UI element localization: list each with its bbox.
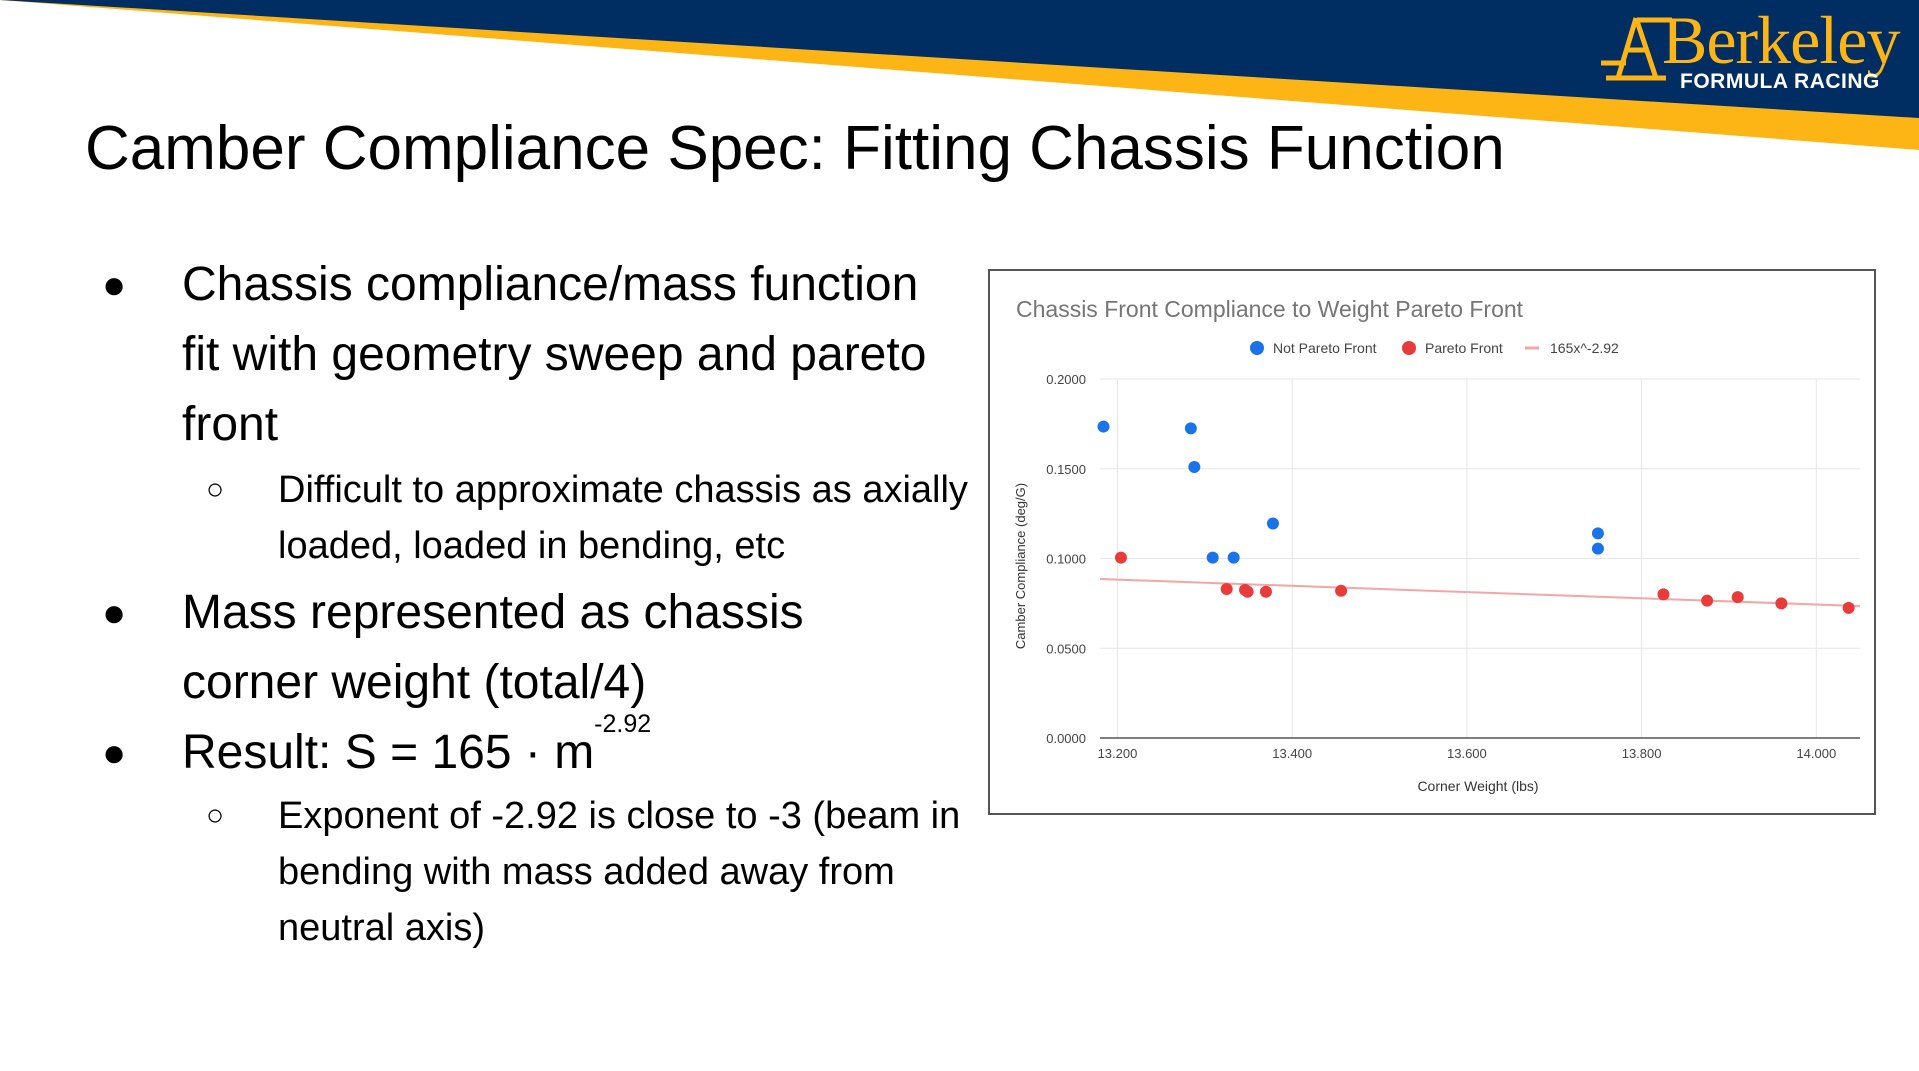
y-tick-label: 0.0000	[1046, 731, 1086, 746]
x-tick-label: 13.800	[1622, 746, 1662, 761]
y-tick-label: 0.1500	[1046, 462, 1086, 477]
chart-axes: 0.0000 0.0500 0.1000 0.1500 0.2000 13.200 13.4…	[1046, 372, 1860, 761]
sub-bullet-circle-icon: ○	[206, 473, 225, 506]
logo-subtitle: FORMULA RACING	[1680, 70, 1880, 93]
not-pareto-point	[1188, 460, 1201, 473]
pareto-point	[1842, 601, 1855, 614]
x-tick-label: 13.400	[1272, 746, 1312, 761]
not-pareto-point	[1097, 420, 1110, 433]
legend-label-not-pareto: Not Pareto Front	[1273, 340, 1377, 356]
result-exponent: -2.92	[594, 710, 652, 738]
not-pareto-point	[1184, 422, 1197, 435]
bullet-item: ● Mass represented as chassis corner wei…	[100, 578, 902, 718]
logo-mark-icon	[1601, 17, 1672, 81]
x-tick-label: 14.000	[1796, 746, 1836, 761]
y-axis-label: Camber Compliance (deg/G)	[1013, 483, 1028, 649]
pareto-point	[1259, 585, 1272, 598]
x-tick-label: 13.200	[1098, 746, 1138, 761]
pareto-point	[1657, 588, 1670, 601]
not-pareto-point	[1591, 527, 1604, 540]
bullet-item: ● Result: S = 165 · m-2.92	[100, 712, 942, 788]
sub-bullet-circle-icon: ○	[206, 799, 225, 832]
scatter-chart: Chassis Front Compliance to Weight Paret…	[1013, 296, 1861, 794]
bullet-dot-icon: ●	[102, 731, 127, 775]
bullet-text: Mass represented as chassis corner weigh…	[182, 586, 804, 709]
pareto-point	[1701, 594, 1714, 607]
pareto-point	[1731, 591, 1744, 604]
legend-swatch-pareto	[1402, 341, 1416, 355]
bullet-dot-icon: ●	[102, 263, 127, 307]
not-pareto-point	[1227, 551, 1240, 564]
bullet-text: Chassis compliance/mass function fit wit…	[182, 258, 927, 451]
not-pareto-point	[1206, 551, 1219, 564]
bullet-text: Result: S = 165 · m	[182, 726, 595, 779]
sub-bullet-text: Exponent of -2.92 is close to -3 (beam i…	[278, 795, 961, 949]
fit-line	[1099, 578, 1861, 608]
pareto-point	[1335, 584, 1348, 597]
logo-wordmark: Berkeley	[1662, 2, 1900, 78]
chart-title: Chassis Front Compliance to Weight Paret…	[1016, 296, 1524, 322]
chart-gridlines	[1100, 378, 1860, 738]
fit-line-series	[1099, 578, 1861, 608]
header-banner	[0, 0, 1919, 150]
y-tick-label: 0.1000	[1046, 552, 1086, 567]
sub-bullet-item: ○ Difficult to approximate chassis as ax…	[100, 462, 968, 574]
not-pareto-point	[1591, 542, 1604, 555]
sub-bullet-text: Difficult to approximate chassis as axia…	[278, 469, 968, 567]
chart-legend: Not Pareto Front Pareto Front 165x^-2.92	[1250, 340, 1619, 356]
x-axis-label: Corner Weight (lbs)	[1417, 778, 1538, 794]
bullet-item: ● Chassis compliance/mass function fit w…	[100, 250, 942, 460]
y-tick-label: 0.0500	[1046, 641, 1086, 656]
bullet-list: ● Chassis compliance/mass function fit w…	[100, 250, 968, 960]
chart-points	[1097, 420, 1855, 614]
pareto-point	[1775, 597, 1788, 610]
not-pareto-point	[1266, 517, 1279, 530]
legend-label-pareto: Pareto Front	[1425, 340, 1503, 356]
pareto-point	[1241, 585, 1254, 598]
legend-swatch-not-pareto	[1250, 341, 1264, 355]
pareto-point	[1220, 583, 1233, 596]
bullet-dot-icon: ●	[102, 591, 127, 635]
pareto-point	[1114, 551, 1127, 564]
x-tick-label: 13.600	[1447, 746, 1487, 761]
banner-navy-band	[0, 0, 1919, 118]
legend-label-fit: 165x^-2.92	[1550, 340, 1619, 356]
y-tick-label: 0.2000	[1046, 372, 1086, 387]
page-title: Camber Compliance Spec: Fitting Chassis …	[85, 114, 1505, 183]
sub-bullet-item: ○ Exponent of -2.92 is close to -3 (beam…	[100, 788, 968, 956]
chart-frame: Chassis Front Compliance to Weight Paret…	[988, 269, 1876, 815]
